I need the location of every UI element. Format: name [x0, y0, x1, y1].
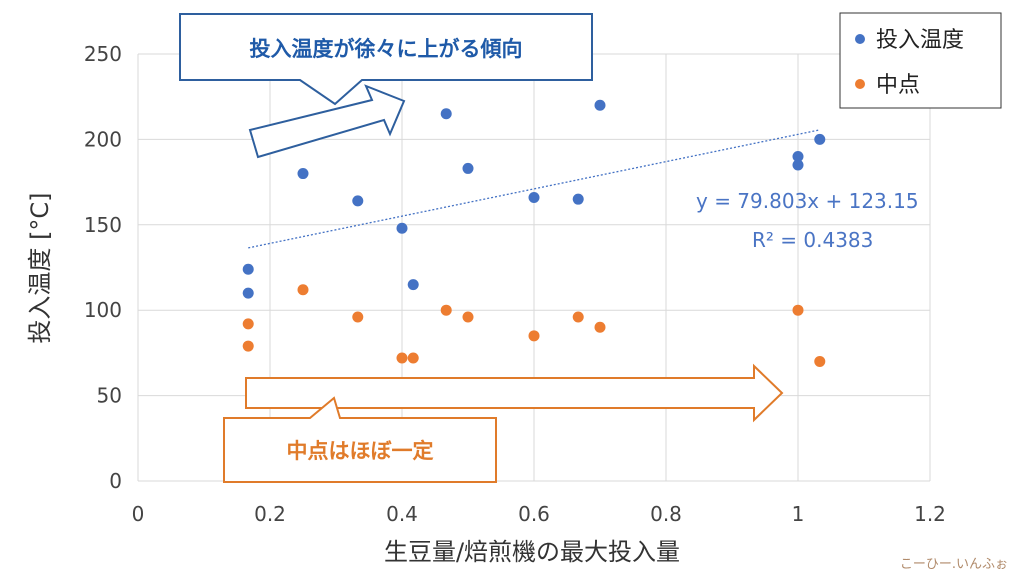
point-intake-temp [440, 108, 452, 120]
y-axis-title: 投入温度 [°C] [26, 192, 54, 343]
callout-intake-box [179, 13, 593, 106]
point-midpoint-temp [528, 330, 540, 342]
point-intake-temp [572, 193, 584, 205]
x-tick-label: 0.2 [254, 502, 286, 526]
trendline [248, 129, 820, 249]
legend-label-midpoint: 中点 [876, 73, 920, 98]
x-tick-label: 1 [792, 502, 805, 526]
point-intake-temp [297, 168, 309, 180]
point-intake-temp [407, 279, 419, 291]
point-midpoint-temp [572, 311, 584, 323]
point-midpoint-temp [407, 352, 419, 364]
point-midpoint-temp [242, 340, 254, 352]
point-intake-temp [242, 263, 254, 275]
point-midpoint-temp [352, 311, 364, 323]
callout-midpoint-flat: 中点はほぼ一定 [223, 396, 497, 483]
point-midpoint-temp [814, 355, 826, 367]
y-tick-label: 150 [84, 213, 122, 237]
callout-intake-trend: 投入温度が徐々に上がる傾向 [179, 13, 593, 106]
legend-box [839, 12, 1002, 109]
point-intake-temp [462, 162, 474, 174]
x-axis-title: 生豆量/焙煎機の最大投入量 [384, 538, 680, 566]
x-tick-label: 0.8 [650, 502, 682, 526]
point-intake-temp [352, 195, 364, 207]
y-tick-label: 50 [97, 384, 122, 408]
point-intake-temp [242, 287, 254, 299]
point-intake-temp [814, 133, 826, 145]
callout-midpoint-text: 中点はほぼ一定 [287, 439, 434, 463]
point-intake-temp [396, 222, 408, 234]
x-tick-label: 0 [132, 502, 145, 526]
point-midpoint-temp [396, 352, 408, 364]
y-tick-label: 0 [109, 469, 122, 493]
point-midpoint-temp [462, 311, 474, 323]
data-points [242, 99, 826, 367]
legend-marker-intake [855, 34, 865, 44]
point-intake-temp [528, 191, 540, 203]
y-tick-label: 250 [84, 42, 122, 66]
legend-marker-midpoint [855, 79, 865, 89]
trendline-r-squared: R² = 0.4383 [752, 228, 873, 252]
x-tick-label: 1.2 [914, 502, 946, 526]
x-tick-label: 0.6 [518, 502, 550, 526]
point-intake-temp [792, 159, 804, 171]
y-axis-ticks: 0 50 100 150 200 250 [84, 42, 122, 493]
point-midpoint-temp [440, 304, 452, 316]
trendline-group [248, 129, 820, 249]
point-intake-temp [594, 99, 606, 111]
watermark: こーひー.いんふぉ [900, 557, 1008, 572]
legend-label-intake: 投入温度 [876, 28, 964, 53]
point-midpoint-temp [594, 321, 606, 333]
y-tick-label: 200 [84, 127, 122, 151]
point-intake-temp [792, 150, 804, 162]
trendline-equation: y = 79.803x + 123.15 [696, 189, 919, 213]
legend: 投入温度 中点 [839, 12, 1002, 109]
point-midpoint-temp [792, 304, 804, 316]
callout-midpoint-box [223, 396, 497, 483]
callout-intake-text: 投入温度が徐々に上がる傾向 [250, 37, 523, 61]
gridlines [137, 53, 931, 482]
point-midpoint-temp [242, 318, 254, 330]
x-tick-label: 0.4 [386, 502, 418, 526]
point-midpoint-temp [297, 284, 309, 296]
y-tick-label: 100 [84, 298, 122, 322]
trend-up-arrow [248, 84, 406, 159]
x-axis-ticks: 0 0.2 0.4 0.6 0.8 1 1.2 [132, 502, 946, 526]
